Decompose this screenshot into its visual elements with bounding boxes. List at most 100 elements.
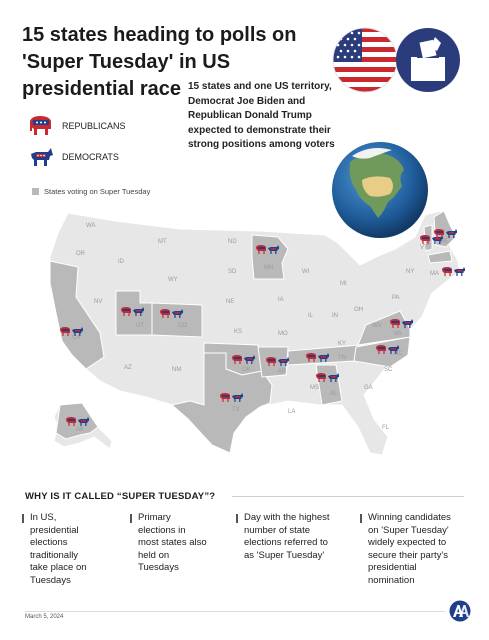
label-ma: MA [430, 271, 439, 277]
legend-states-voting: States voting on Super Tuesday [32, 187, 150, 196]
elephant-icon-ak [66, 417, 76, 426]
legend-states-voting-label: States voting on Super Tuesday [44, 187, 151, 196]
donkey-icon-al [328, 373, 339, 382]
state-co [151, 302, 203, 338]
label-id: ID [118, 259, 125, 265]
label-oh: OH [354, 307, 363, 313]
donkey-icon-ut [133, 307, 144, 316]
reason-bullet [360, 514, 362, 523]
reason-2: Primary elections in most states also held … [130, 512, 230, 575]
us-flag-icon [332, 27, 398, 93]
donkey-icon-va [402, 319, 413, 328]
donkey-icon [31, 148, 53, 166]
label-mt: MT [158, 239, 167, 245]
us-mainland [49, 210, 461, 456]
label-wv: WV [372, 323, 382, 329]
label-ms: MS [310, 385, 319, 391]
elephant-icon-al [316, 373, 326, 382]
label-ia: IA [278, 297, 284, 303]
label-ak: AK [76, 427, 84, 433]
section-title: WHY IS IT CALLED “SUPER TUESDAY”? [25, 491, 216, 502]
label-il: IL [308, 313, 314, 319]
label-nc: NC [394, 351, 403, 357]
legend-democrats-label: DEMOCRATS [62, 152, 119, 162]
elephant-icon-va [390, 319, 400, 328]
reason-3: Day with the highest number of state elect… [236, 512, 354, 562]
elephant-icon-co [160, 309, 170, 318]
label-vt: VT [420, 245, 428, 251]
label-co: CO [178, 323, 187, 329]
legend-democrats: DEMOCRATS [28, 146, 119, 168]
elephant-icon-ar [266, 357, 276, 366]
label-sd: SD [228, 269, 237, 275]
elephant-icon-tx [220, 393, 230, 402]
donkey-icon-tx [232, 393, 243, 402]
label-tx: TX [232, 407, 240, 413]
donkey-icon-co [172, 309, 183, 318]
reason-4: Winning candidates on 'Super Tuesday' wide… [360, 512, 470, 587]
label-nm: NM [172, 367, 181, 373]
label-pa: PA [392, 295, 400, 301]
legend-republicans: REPUBLICANS [28, 115, 126, 137]
label-me: ME [440, 239, 449, 245]
elephant-icon-ok [232, 355, 242, 364]
label-ok: OK [242, 367, 251, 373]
elephant-icon-me [434, 229, 444, 238]
ballot-box-icon [396, 28, 460, 92]
elephant-icon [30, 116, 51, 135]
elephant-icon-nc [376, 345, 386, 354]
donkey-icon-ca [72, 327, 83, 336]
elephant-icon-tn [306, 353, 316, 362]
reason-1: In US, presidential elections traditionally… [22, 512, 122, 587]
label-al: AL [330, 391, 338, 397]
footer-divider [25, 611, 445, 612]
label-wa: WA [86, 223, 95, 229]
state-ma [427, 250, 453, 264]
elephant-icon-ca [60, 327, 70, 336]
legend-republicans-label: REPUBLICANS [62, 121, 126, 131]
label-la: LA [288, 409, 295, 415]
reason-bullet [130, 514, 132, 523]
label-sc: SC [384, 367, 393, 373]
us-map: WA OR ID MT WY NV CA UT CO AZ NM ND SD N… [49, 210, 465, 456]
label-va: VA [394, 331, 402, 337]
label-tn: TN [338, 355, 346, 361]
reason-text-1: In US, presidential elections traditionally… [30, 512, 87, 586]
elephant-icon-ut [121, 307, 131, 316]
elephant-icon-ma [442, 267, 452, 276]
label-nv: NV [94, 299, 102, 305]
label-mi: MI [340, 281, 347, 287]
donkey-icon-ok [244, 355, 255, 364]
globe-icon [332, 142, 428, 238]
label-mn: MN [264, 265, 273, 271]
section-divider [232, 496, 464, 497]
label-ga: GA [364, 385, 373, 391]
label-or: OR [76, 251, 86, 257]
donkey-icon-ma [454, 267, 465, 276]
donkey-icon-nc [388, 345, 399, 354]
legend-gray-swatch [32, 188, 39, 195]
reason-bullet [22, 514, 24, 523]
label-wy: WY [168, 277, 178, 283]
reason-text-2: Primary elections in most states also held … [138, 512, 207, 573]
label-ar: AR [278, 369, 287, 375]
donkey-icon-ak [78, 417, 89, 426]
label-nd: ND [228, 239, 237, 245]
label-fl: FL [382, 425, 390, 431]
elephant-icon-mn [256, 245, 266, 254]
donkey-icon-ar [278, 357, 289, 366]
page-title: 15 states heading to polls on 'Super Tue… [22, 24, 297, 100]
label-ut: UT [136, 323, 144, 329]
reason-text-3: Day with the highest number of state elect… [244, 512, 330, 561]
footer-date: March 5, 2024 [25, 614, 64, 620]
page-subtitle: 15 states and one US territory, Democrat… [188, 81, 335, 150]
label-wi: WI [302, 269, 310, 275]
reason-text-4: Winning candidates on 'Super Tuesday' wide… [368, 512, 451, 586]
label-ne: NE [226, 299, 234, 305]
aa-logo-icon [449, 600, 471, 622]
label-ky: KY [338, 341, 346, 347]
label-in: IN [332, 313, 338, 319]
state-ak [55, 402, 99, 440]
state-ca [49, 260, 105, 370]
label-ks: KS [234, 329, 242, 335]
